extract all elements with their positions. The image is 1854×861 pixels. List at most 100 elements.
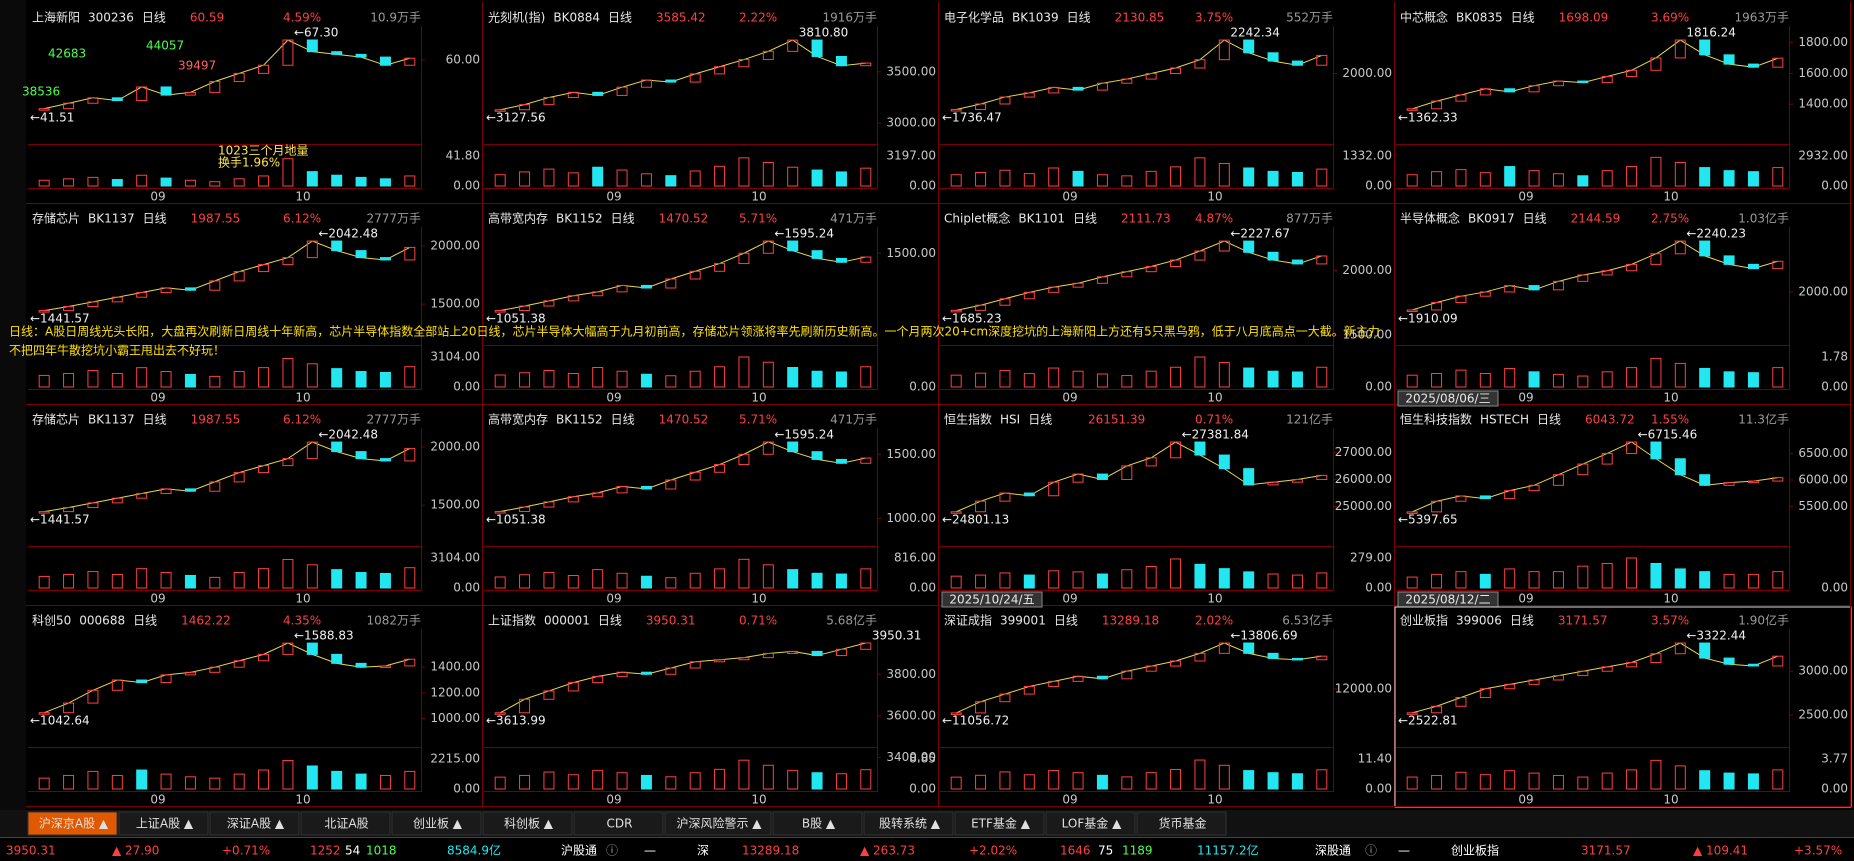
close-line (499, 642, 866, 714)
x-tick-label: 09 (606, 793, 621, 807)
volume-bar (950, 776, 962, 790)
tab[interactable] (863, 811, 954, 836)
candle (762, 50, 774, 61)
x-tick-label: 09 (606, 592, 621, 606)
panel-name: 上海新阳 (32, 10, 80, 25)
tab-label[interactable]: 北证A股 (324, 817, 368, 831)
high-label: 2242.34 (1230, 26, 1280, 40)
tab[interactable] (482, 811, 573, 836)
candle (1096, 276, 1108, 284)
vol-top-label: 816.00 (894, 551, 936, 565)
volume-bar (787, 367, 799, 388)
tab-label[interactable]: CDR (607, 817, 633, 831)
volume-bar (714, 568, 726, 589)
low-label: ←1910.09 (1398, 312, 1458, 326)
candle (811, 39, 823, 57)
panel-code: 399006 (1456, 614, 1502, 628)
volume-bar (999, 169, 1011, 187)
tab-label[interactable]: 科创板 ▲ (504, 817, 554, 831)
tab-label[interactable]: 创业板 ▲ (413, 817, 463, 831)
x-tick-label: 09 (1062, 793, 1077, 807)
volume-bar (404, 175, 416, 187)
tab[interactable] (391, 811, 482, 836)
tab-label[interactable]: 上证A股 ▲ (136, 817, 194, 831)
tab[interactable] (573, 811, 664, 836)
candle (519, 506, 531, 513)
tab[interactable] (772, 811, 863, 836)
volume-bar (63, 178, 75, 187)
tab[interactable] (1136, 811, 1227, 836)
volume-bar (592, 769, 604, 790)
candle (975, 701, 987, 714)
candle (1267, 251, 1279, 261)
overlay-text: 日线：A股日周线光头长阳，大盘再次刷新日周线十年新高，芯片半导体指数全部站上20… (9, 324, 1380, 339)
candle (950, 309, 962, 313)
candle (1772, 655, 1784, 667)
candle (1772, 57, 1784, 68)
close-line (500, 441, 866, 513)
candle (543, 96, 555, 106)
tab[interactable] (209, 811, 300, 836)
vol-zero-label: 0.00 (1365, 782, 1392, 796)
candle (1479, 688, 1491, 698)
candle (811, 451, 823, 460)
vol-top-label: 1332.00 (1342, 149, 1392, 163)
tab[interactable] (954, 811, 1045, 836)
y-tick-label: 3500.00 (886, 64, 936, 78)
panel-period: 日线 (598, 614, 622, 628)
volume-bar (1479, 774, 1491, 790)
volume-bar (567, 575, 579, 589)
candle (1699, 39, 1711, 56)
candle (616, 485, 628, 494)
close-line (1411, 441, 1778, 513)
x-tick-label: 10 (1207, 190, 1222, 204)
tab-label[interactable]: 深证A股 ▲ (227, 817, 285, 831)
x-tick-label: 09 (150, 592, 165, 606)
candle (665, 479, 677, 490)
tab-label[interactable]: 沪深风险警示 ▲ (676, 816, 762, 831)
x-tick-label: 10 (1663, 592, 1678, 606)
y-tick-label: 6000.00 (1798, 473, 1848, 487)
candle (1145, 665, 1157, 672)
candle (1048, 680, 1060, 687)
candle (714, 464, 726, 473)
volume-bar (950, 374, 962, 388)
status-item: 3171.57 (1581, 844, 1631, 858)
tab-label[interactable]: B股 ▲ (802, 817, 836, 831)
volume-bar (1479, 573, 1491, 589)
candle (63, 702, 75, 714)
tab[interactable] (300, 811, 391, 836)
candle (282, 642, 294, 655)
candle (306, 39, 318, 53)
candle (111, 497, 123, 504)
tab-label[interactable]: 沪深京A股 ▲ (39, 817, 109, 831)
candle (592, 492, 604, 498)
tab-label[interactable]: 股转系统 ▲ (879, 816, 941, 831)
volume-bar (1699, 770, 1711, 790)
tab-label[interactable]: 货币基金 (1158, 816, 1206, 831)
tab[interactable] (1045, 811, 1136, 836)
vol-top-label: 3104.00 (430, 551, 480, 565)
panel-volume: 121亿手 (1286, 412, 1333, 427)
tab-label[interactable]: ETF基金 ▲ (971, 816, 1031, 831)
volume-bar (184, 574, 196, 589)
volume-bar (233, 572, 245, 589)
candle (1145, 73, 1157, 80)
tab-label[interactable]: LOF基金 ▲ (1062, 816, 1122, 831)
volume-bar (282, 558, 294, 589)
candle (975, 500, 987, 513)
volume-bar (1072, 370, 1084, 388)
candle (738, 657, 750, 661)
panel-period: 日线 (1028, 413, 1052, 427)
tab[interactable] (118, 811, 209, 836)
volume-bar (111, 774, 123, 790)
volume-bar (738, 157, 750, 187)
tab[interactable] (664, 811, 772, 836)
tab[interactable] (27, 811, 118, 836)
volume-bar (1479, 172, 1491, 187)
volume-bar (543, 771, 555, 790)
panel-change: 2.22% (739, 11, 777, 25)
volume-bar (111, 372, 123, 388)
volume-bar (331, 368, 343, 388)
candle (282, 458, 294, 467)
